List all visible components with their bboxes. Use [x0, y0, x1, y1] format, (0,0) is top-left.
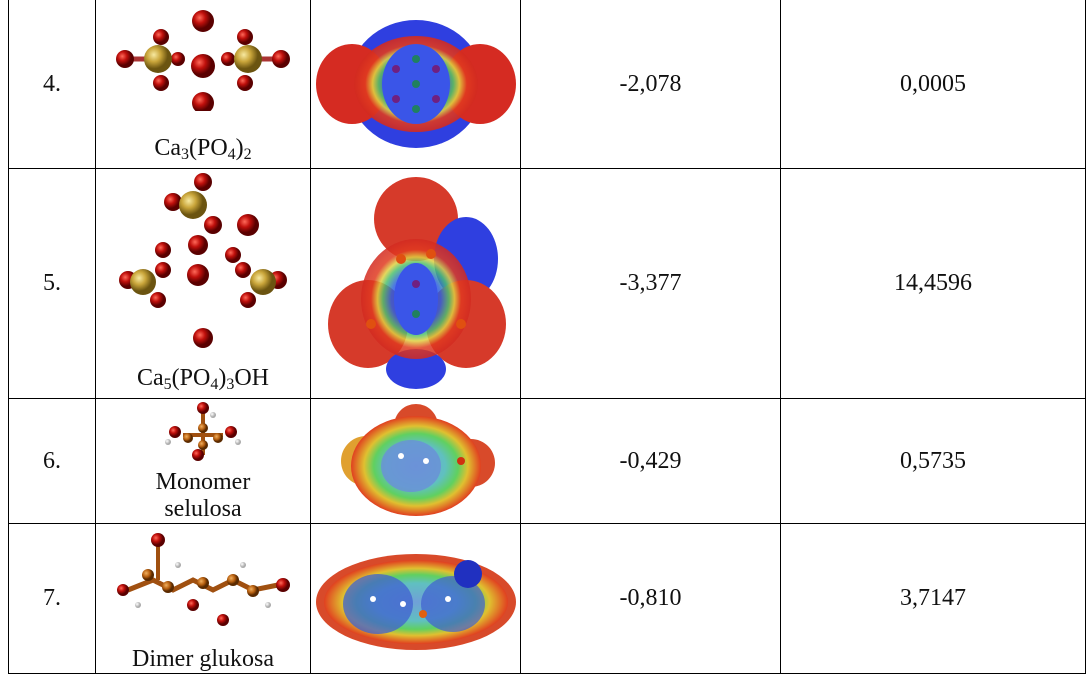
- esp-image: [316, 14, 516, 154]
- row-number: 4.: [9, 0, 96, 169]
- row-number: 7.: [9, 524, 96, 674]
- value-1: -0,810: [521, 524, 781, 674]
- structure-cell: Dimer glukosa: [96, 524, 311, 674]
- value-2: 0,5735: [781, 399, 1086, 524]
- value-2: 0,0005: [781, 0, 1086, 169]
- structure-label: Monomer selulosa: [128, 469, 278, 523]
- table-row: 7. Dimer glukosa -0,810 3,7147: [9, 524, 1086, 674]
- molecule-image: [143, 400, 263, 462]
- esp-image: [331, 401, 501, 521]
- esp-cell: [311, 399, 521, 524]
- structure-label: Ca5(PO4)3OH: [103, 365, 303, 398]
- value-1: -2,078: [521, 0, 781, 169]
- esp-cell: [311, 0, 521, 169]
- esp-cell: [311, 169, 521, 399]
- structure-label: Dimer glukosa: [98, 646, 308, 673]
- value-1: -3,377: [521, 169, 781, 399]
- structure-label: Ca3(PO4)2: [128, 135, 278, 168]
- data-table: 4. Ca3(PO4)2 -2,078 0,0005: [8, 0, 1086, 674]
- page: 4. Ca3(PO4)2 -2,078 0,0005: [0, 0, 1092, 672]
- molecule-image: [103, 170, 303, 360]
- esp-image: [313, 544, 519, 654]
- row-number: 5.: [9, 169, 96, 399]
- table-row: 5. Ca5(PO4)3OH -3,377 14,4596: [9, 169, 1086, 399]
- structure-cell: Monomer selulosa: [96, 399, 311, 524]
- table-row: 4. Ca3(PO4)2 -2,078 0,0005: [9, 0, 1086, 169]
- esp-cell: [311, 524, 521, 674]
- value-1: -0,429: [521, 399, 781, 524]
- esp-image: [316, 174, 516, 394]
- structure-cell: Ca5(PO4)3OH: [96, 169, 311, 399]
- value-2: 14,4596: [781, 169, 1086, 399]
- molecule-image: [103, 1, 303, 111]
- row-number: 6.: [9, 399, 96, 524]
- structure-cell: Ca3(PO4)2: [96, 0, 311, 169]
- value-2: 3,7147: [781, 524, 1086, 674]
- molecule-image: [103, 525, 303, 635]
- table-row: 6. Monomer selulosa -0,429 0,5735: [9, 399, 1086, 524]
